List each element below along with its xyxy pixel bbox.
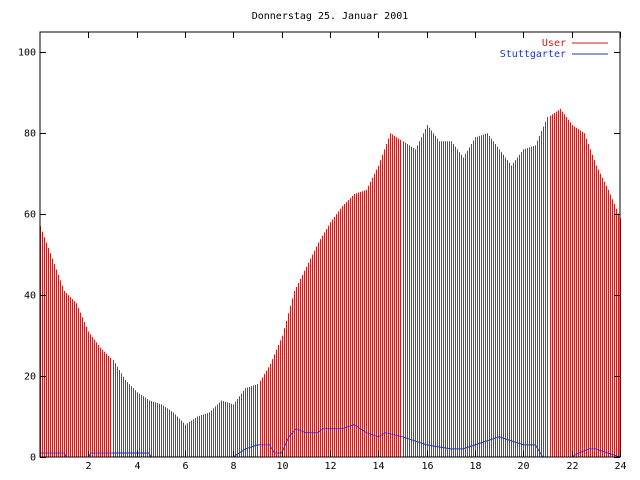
y-tick-label: 80: [24, 129, 36, 140]
y-tick-label: 60: [24, 210, 36, 221]
series-user: [40, 108, 621, 457]
x-tick-label: 20: [517, 461, 529, 472]
x-tick-label: 2: [85, 461, 91, 472]
y-tick-label: 100: [18, 48, 36, 59]
x-tick-label: 10: [276, 461, 288, 472]
legend-label-user: User: [542, 38, 566, 49]
x-tick-label: 14: [372, 461, 384, 472]
x-tick-label: 4: [134, 461, 140, 472]
chart-title: Donnerstag 25. Januar 2001: [252, 11, 409, 22]
plot-area: [40, 108, 621, 458]
legend: User Stuttgarter: [500, 38, 608, 60]
y-tick-label: 20: [24, 372, 36, 383]
x-tick-label: 18: [469, 461, 481, 472]
x-tick-label: 16: [421, 461, 433, 472]
x-tick-label: 6: [182, 461, 188, 472]
legend-label-stuttgarter: Stuttgarter: [500, 49, 566, 60]
x-tick-label: 24: [614, 461, 626, 472]
y-tick-label: 0: [30, 453, 36, 464]
y-tick-label: 40: [24, 291, 36, 302]
x-tick-label: 22: [566, 461, 578, 472]
x-tick-label: 12: [324, 461, 336, 472]
x-tick-label: 8: [230, 461, 236, 472]
